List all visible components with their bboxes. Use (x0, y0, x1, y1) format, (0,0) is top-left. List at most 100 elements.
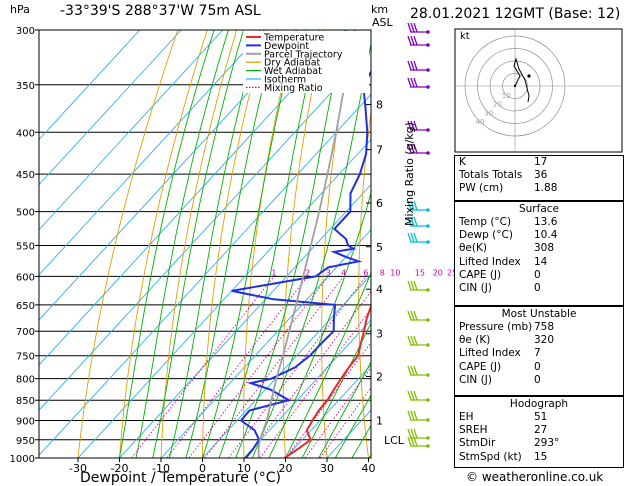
most-unstable-row: Lifted Index 7 (459, 347, 541, 360)
isotherm-line (202, 274, 371, 458)
km-tick-label: 2 (376, 370, 383, 383)
km-tick-label: 4 (376, 283, 383, 296)
location-header: -33°39'S 288°37'W 75m ASL (60, 3, 261, 19)
pressure-tick-label: 450 (16, 170, 35, 181)
mixing-ratio-line (166, 276, 308, 458)
wet-adiabat-line (235, 30, 346, 458)
temp-tick-label: 0 (199, 462, 206, 475)
copyright: © weatheronline.co.uk (466, 470, 604, 484)
temp-tick-label: 30 (320, 462, 334, 475)
isotherm-line (39, 30, 182, 186)
pressure-tick-label: 500 (16, 208, 35, 219)
wind-barb (407, 143, 430, 155)
dry-adiabat-line (430, 30, 452, 458)
legend-entry: Dry Adiabat (264, 58, 321, 69)
km-tick-label: 3 (376, 328, 383, 341)
hodograph-trace (513, 57, 530, 103)
mixing-ratio-label: 10 (390, 268, 400, 277)
wet-adiabat-line (251, 41, 371, 458)
dry-adiabat-line (243, 30, 296, 458)
asl-label: ASL (372, 16, 393, 29)
wind-barb (407, 120, 430, 132)
mixing-ratio-line (285, 341, 371, 458)
km-tick-label: LCL (384, 434, 405, 447)
km-tick-label: 7 (376, 144, 383, 157)
km-tick-label: 8 (376, 99, 383, 112)
km-tick-label: 5 (376, 241, 383, 254)
isotherm-line (243, 319, 371, 458)
temperature-profile (284, 303, 371, 458)
surface-row: Dewp (°C) 10.4 (459, 229, 558, 242)
most-unstable-row: CAPE (J) 0 (459, 360, 541, 373)
plot-frame (38, 29, 372, 459)
pressure-tick-label: 1000 (10, 454, 35, 465)
hodograph-origin (513, 84, 517, 88)
isotherm-line (39, 30, 141, 141)
wind-barb (407, 60, 430, 72)
pressure-tick-label: 900 (16, 417, 35, 428)
mixing-ratio-line (304, 366, 371, 458)
isotherm-line (77, 138, 371, 458)
wet-adiabat-line (168, 30, 261, 458)
pressure-tick-label: 350 (16, 81, 35, 92)
mixing-ratio-label: 4 (341, 268, 346, 277)
wind-barb (407, 335, 430, 347)
mixing-ratio-line (228, 276, 367, 458)
legend-entry: Isotherm (264, 75, 306, 86)
parcel-trajectory (257, 30, 357, 458)
indices-table: K 17 Totals Totals 36 PW (cm) 1.88 (454, 155, 624, 201)
surface-table: Surface Temp (°C) 13.6 Dewp (°C) 10.4 θe(K… (454, 201, 624, 306)
km-tick-label: 1 (376, 415, 383, 428)
indices-row: Totals Totals 36 (459, 169, 548, 182)
indices-row: PW (cm) 1.88 (459, 182, 558, 195)
temp-tick-label: 10 (237, 462, 251, 475)
pressure-tick-label: 750 (16, 352, 35, 363)
wind-barb (407, 310, 430, 322)
wind-barb (407, 280, 430, 292)
hodograph-row: StmSpd (kt) 15 (459, 450, 548, 463)
mixing-ratio-line (245, 290, 371, 458)
km-label: km (371, 3, 389, 16)
legend-entry: Mixing Ratio (264, 83, 323, 94)
pressure-tick-label: 400 (16, 128, 35, 139)
hodograph-ring-label: 20 (493, 101, 502, 109)
hodograph-ring-label: 30 (484, 109, 493, 117)
mixing-ratio-axis-label: Mixing Ratio (g/kg) (403, 122, 416, 226)
wet-adiabat-line (334, 394, 371, 458)
pressure-tick-label: 950 (16, 436, 35, 447)
temp-tick-label: -20 (111, 462, 129, 475)
hodograph-row: EH 51 (459, 411, 548, 423)
legend-entry: Temperature (263, 33, 324, 44)
wind-barb (407, 35, 430, 47)
wind-barb (407, 77, 430, 89)
surface-title: Surface (518, 203, 559, 215)
wind-barb (407, 22, 430, 34)
hodograph-table-title: Hodograph (509, 398, 569, 410)
isotherm-line (285, 364, 371, 458)
wet-adiabat-line (318, 361, 371, 458)
pressure-tick-label: 650 (16, 301, 35, 312)
wind-barb (407, 436, 430, 448)
hodograph-row: StmDir 293° (459, 437, 560, 450)
wet-adiabat-line (135, 30, 229, 458)
pressure-tick-label: 550 (16, 241, 35, 252)
legend-box (243, 31, 369, 93)
mixing-ratio-label: 15 (415, 268, 425, 277)
surface-row: θe(K) 308 (459, 242, 555, 255)
hodograph-kt-label: kt (460, 31, 470, 42)
pressure-tick-label: 700 (16, 327, 35, 338)
wet-adiabat-line (218, 30, 320, 458)
legend-entry: Dewpoint (264, 41, 309, 52)
legend-entry: Parcel Trajectory (264, 49, 343, 60)
hodograph-storm-motion (527, 74, 531, 78)
wet-adiabat-line (285, 271, 371, 458)
most-unstable-row: Pressure (mb) 758 (459, 321, 555, 333)
surface-row: CIN (J) 0 (459, 281, 541, 294)
pressure-tick-label: 850 (16, 396, 35, 407)
surface-row: Lifted Index 14 (459, 255, 548, 268)
wet-adiabat-line (185, 30, 278, 458)
pressure-tick-label: 600 (16, 272, 35, 283)
hodograph-box (454, 28, 623, 153)
mixing-ratio-label: 8 (380, 268, 385, 277)
